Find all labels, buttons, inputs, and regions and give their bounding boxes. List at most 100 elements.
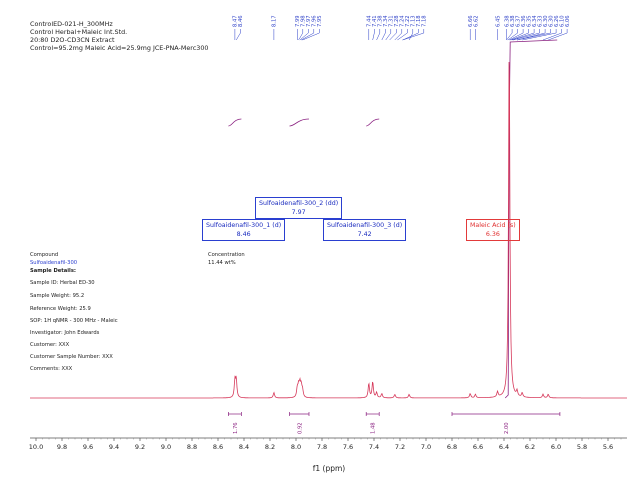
x-tick-label: 9.6 <box>83 443 93 451</box>
x-tick-label: 6.6 <box>473 443 483 451</box>
assignment-name: Sulfoaidenafil-300_3 (d) <box>327 222 403 229</box>
peak-label: 7.18 <box>416 15 422 27</box>
comments: Comments: XXX <box>30 366 73 372</box>
x-tick-label: 8.6 <box>213 443 223 451</box>
sample-id: Sample ID: Herbal ED-30 <box>30 280 95 286</box>
peak-label-leader <box>511 29 535 41</box>
x-tick-label: 8.2 <box>265 443 275 451</box>
peak-label-leader <box>509 29 524 41</box>
x-tick-label: 6.0 <box>551 443 561 451</box>
integral-value: 2.00 <box>504 422 510 434</box>
x-tick-label: 8.0 <box>291 443 301 451</box>
header-line-1: ControlED-021-H_300MHz <box>30 20 113 28</box>
integral-trace <box>289 118 310 127</box>
peak-label: 6.38 <box>510 15 516 27</box>
x-tick-label: 7.0 <box>421 443 431 451</box>
peak-label: 7.13 <box>411 15 417 27</box>
integral-trace <box>228 118 242 127</box>
x-tick-label: 9.0 <box>161 443 171 451</box>
assignment-name: Sulfoaidenafil-300_1 (d) <box>206 222 282 229</box>
x-tick-label: 5.8 <box>577 443 587 451</box>
peak-label-leader <box>381 29 386 41</box>
peak-label: 6.38 <box>504 15 510 27</box>
peak-label-group: 8.47 8.46 8.17 7.99 7.98 7.97 7.96 7.95 7.44 7.41… <box>233 15 571 41</box>
x-axis-label: f1 (ppm) <box>313 464 346 473</box>
peak-label-leader <box>385 29 392 41</box>
peak-label-leader <box>513 29 540 41</box>
peak-label-leader <box>402 29 419 41</box>
peak-label: 8.17 <box>272 15 278 27</box>
assignment-box-2: Sulfoaidenafil-300_1 (d) 8.46 <box>202 219 286 241</box>
x-tick-label: 7.8 <box>317 443 327 451</box>
peak-label-leader <box>394 29 403 41</box>
peak-label-leader <box>298 29 304 41</box>
peak-label: 7.99 <box>295 15 301 27</box>
concentration-label: Concentration <box>208 252 245 258</box>
x-tick-label: 8.4 <box>239 443 249 451</box>
peak-label-leader <box>301 29 315 41</box>
x-tick-label: 10.0 <box>29 443 43 451</box>
integral-traces <box>228 39 558 399</box>
x-tick-label: 7.6 <box>343 443 353 451</box>
compound-label: Compound <box>30 252 59 258</box>
sample-details-heading: Sample Details: <box>30 268 76 274</box>
peak-label: 6.10 <box>559 15 565 27</box>
peak-label: 6.45 <box>495 15 501 27</box>
peak-label: 7.38 <box>378 15 384 27</box>
assignment-box-1: Sulfoaidenafil-300_2 (dd) 7.97 <box>255 197 343 219</box>
x-axis: 10.0 9.8 9.6 9.4 9.2 9.0 8.8 8.6 8.4 8.2 8.0 7.8 7.6… <box>29 437 627 451</box>
peak-label: 6.62 <box>474 15 480 27</box>
peak-label-leader <box>516 29 546 41</box>
sop: SOP: 1H qNMR - 300 MHz - Maleic <box>30 318 118 324</box>
peak-label: 6.37 <box>515 15 521 27</box>
investigator: Investigator: John Edwards <box>30 330 100 336</box>
peak-label: 7.95 <box>317 15 323 27</box>
peak-label: 7.28 <box>394 15 400 27</box>
peak-label: 6.66 <box>468 15 474 27</box>
assignment-box-maleic: Maleic Acid (s) 6.36 <box>466 219 520 241</box>
peak-label: 8.47 <box>233 15 239 27</box>
x-tick-label: 6.8 <box>447 443 457 451</box>
peak-label: 6.30 <box>543 15 549 27</box>
peak-label-leader <box>542 29 562 41</box>
integral-value: 1.76 <box>233 422 239 434</box>
peak-label: 8.46 <box>238 15 244 27</box>
peak-label-leader <box>506 29 513 41</box>
peak-label: 6.06 <box>565 15 571 27</box>
peak-label-leader <box>376 29 381 41</box>
customer: Customer: XXX <box>30 342 70 348</box>
reference-weight: Reference Weight: 25.9 <box>30 306 91 312</box>
integral-trace <box>366 118 380 127</box>
assignment-shift: 7.97 <box>291 209 306 216</box>
peak-label-leader <box>522 29 557 41</box>
peak-label: 7.97 <box>306 15 312 27</box>
peak-label: 7.31 <box>389 15 395 27</box>
x-tick-label: 7.2 <box>395 443 405 451</box>
peak-label-leader <box>516 29 551 41</box>
spectrum-line <box>30 61 627 399</box>
peak-label: 6.35 <box>526 15 532 27</box>
x-tick-label: 7.4 <box>369 443 379 451</box>
peak-label: 7.41 <box>372 15 378 27</box>
peak-label: 7.34 <box>383 15 389 27</box>
peak-label: 6.30 <box>548 15 554 27</box>
peak-label: 7.98 <box>301 15 307 27</box>
integral-value: 0.92 <box>297 422 303 434</box>
customer-sample-number: Customer Sample Number: XXX <box>30 354 113 360</box>
spectrum-header: ControlED-021-H_300MHz Control Herbal+Ma… <box>30 20 208 52</box>
integral-group: 1.76 0.92 1.48 2.00 <box>228 412 561 434</box>
assignment-box-3: Sulfoaidenafil-300_3 (d) 7.42 <box>323 219 407 241</box>
integral-trace <box>504 39 558 399</box>
peak-label-leader <box>302 29 320 41</box>
peak-label-leader <box>548 29 568 41</box>
peak-label: 7.24 <box>400 15 406 27</box>
assignment-shift: 8.46 <box>236 231 251 238</box>
peak-label: 7.44 <box>367 15 373 27</box>
assignment-shift: 6.36 <box>485 231 500 238</box>
peak-label: 6.26 <box>554 15 560 27</box>
peak-label-leader <box>402 29 425 41</box>
concentration-value: 11.44 wt% <box>208 260 236 266</box>
header-line-2: Control Herbal+Maleic Int.Std. <box>30 28 128 37</box>
peak-label: 7.22 <box>405 15 411 27</box>
